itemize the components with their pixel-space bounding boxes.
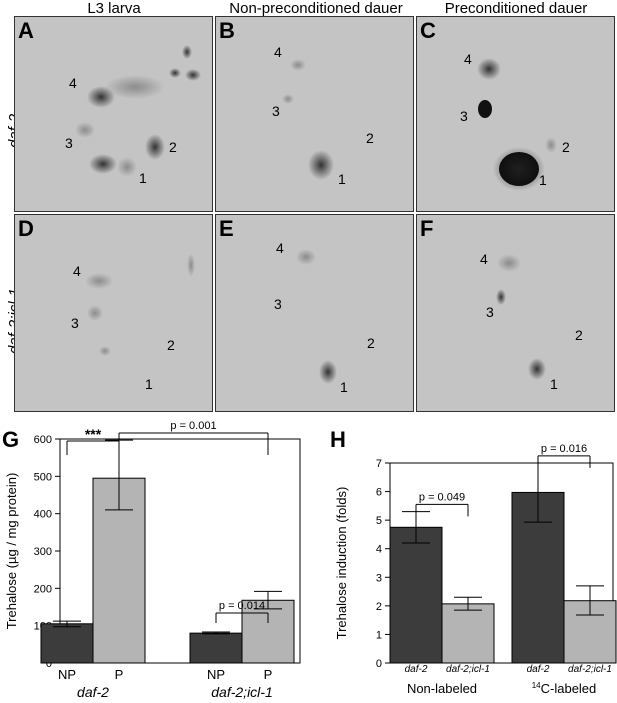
- y-tick-label: 3: [376, 572, 382, 584]
- y-tick-label: 1: [376, 629, 382, 641]
- spot-label-4: 4: [480, 251, 488, 267]
- y-tick-label: 400: [34, 509, 52, 521]
- spot-label-2: 2: [366, 130, 374, 146]
- spot-label-2: 2: [167, 337, 175, 353]
- group-label: 14C-labeled: [532, 681, 597, 696]
- group-label: daf-2: [77, 684, 109, 700]
- bar-label: NP: [207, 667, 225, 682]
- y-tick-label: 500: [34, 471, 52, 483]
- y-tick-label: 5: [376, 515, 382, 527]
- panel-label-b: B: [219, 18, 235, 43]
- y-tick-label: 200: [34, 583, 52, 595]
- tlc-panel-c: C 4 3 2 1: [416, 16, 615, 212]
- spot-label-2: 2: [367, 335, 375, 351]
- significance-label: ***: [85, 426, 102, 442]
- spot-label-1: 1: [145, 376, 153, 392]
- bar-charts: G0100200300400500600Trehalose (µg / mg p…: [2, 420, 617, 700]
- spot-label-4: 4: [464, 51, 472, 67]
- bar: [40, 623, 94, 664]
- bar: [389, 526, 443, 664]
- significance-label: p = 0.049: [419, 491, 465, 503]
- panel-label-h: H: [330, 427, 346, 452]
- bar-label: P: [264, 667, 273, 682]
- spot-label-1: 1: [338, 171, 346, 187]
- spot-label-1: 1: [539, 172, 547, 188]
- spot-label-1: 1: [340, 379, 348, 395]
- significance-label: p = 0.001: [170, 420, 216, 432]
- spot-label-3: 3: [65, 135, 73, 151]
- significance-label: p = 0.016: [541, 443, 587, 455]
- panel-label-e: E: [219, 216, 234, 241]
- y-axis-label: Trehalose induction (folds): [334, 487, 349, 640]
- tlc-panel-e: E 4 3 2 1: [215, 214, 414, 412]
- bar-label: daf-2: [405, 664, 428, 675]
- y-tick-label: 2: [376, 601, 382, 613]
- tlc-panel-b: B 4 3 2 1: [215, 16, 414, 212]
- panel-label-f: F: [420, 216, 434, 241]
- panel-label-d: D: [18, 216, 34, 241]
- spot-label-4: 4: [274, 44, 282, 60]
- panel-label-c: C: [420, 18, 436, 43]
- spot-label-3: 3: [71, 315, 79, 331]
- y-axis-label: Trehalose (µg / mg protein): [4, 473, 19, 630]
- spot-label-1: 1: [139, 170, 147, 186]
- tlc-panel-d: D 4 3 2 1: [14, 214, 213, 412]
- spot-label-1: 1: [550, 376, 558, 392]
- spot-label-3: 3: [272, 103, 280, 119]
- bar-label: daf-2;icl-1: [446, 664, 490, 675]
- bar-label: P: [115, 667, 124, 682]
- column-title-p-dauer: Preconditioned dauer: [444, 0, 588, 17]
- y-tick-label: 600: [34, 434, 52, 446]
- panel-label-g: G: [2, 427, 19, 452]
- bar: [441, 603, 495, 664]
- y-tick-label: 0: [46, 658, 52, 670]
- group-label: daf-2;icl-1: [211, 684, 272, 700]
- spot-label-4: 4: [69, 75, 77, 91]
- spot-label-2: 2: [575, 327, 583, 343]
- y-tick-label: 300: [34, 546, 52, 558]
- bar-label: NP: [58, 667, 76, 682]
- spot-label-3: 3: [460, 108, 468, 124]
- column-title-l3: L3 larva: [87, 0, 141, 17]
- spot-label-2: 2: [562, 139, 570, 155]
- bar: [189, 632, 243, 664]
- y-tick-label: 0: [376, 658, 382, 670]
- bar-label: daf-2;icl-1: [568, 664, 612, 675]
- spot-label-3: 3: [486, 304, 494, 320]
- panel-label-a: A: [18, 18, 34, 43]
- column-title-np-dauer: Non-preconditioned dauer: [229, 0, 403, 17]
- y-tick-label: 4: [376, 544, 382, 556]
- tlc-panel-a: A 4 3 2 1: [14, 16, 213, 212]
- spot-label-3: 3: [274, 296, 282, 312]
- y-tick-label: 6: [376, 487, 382, 499]
- spot-label-2: 2: [169, 139, 177, 155]
- y-tick-label: 7: [376, 458, 382, 470]
- group-label: Non-labeled: [407, 681, 477, 696]
- tlc-panel-f: F 4 3 2 1: [416, 214, 615, 412]
- significance-label: p = 0.014: [219, 600, 265, 612]
- bar: [241, 599, 295, 664]
- bar-label: daf-2: [527, 664, 550, 675]
- spot-label-4: 4: [276, 240, 284, 256]
- spot-label-4: 4: [73, 263, 81, 279]
